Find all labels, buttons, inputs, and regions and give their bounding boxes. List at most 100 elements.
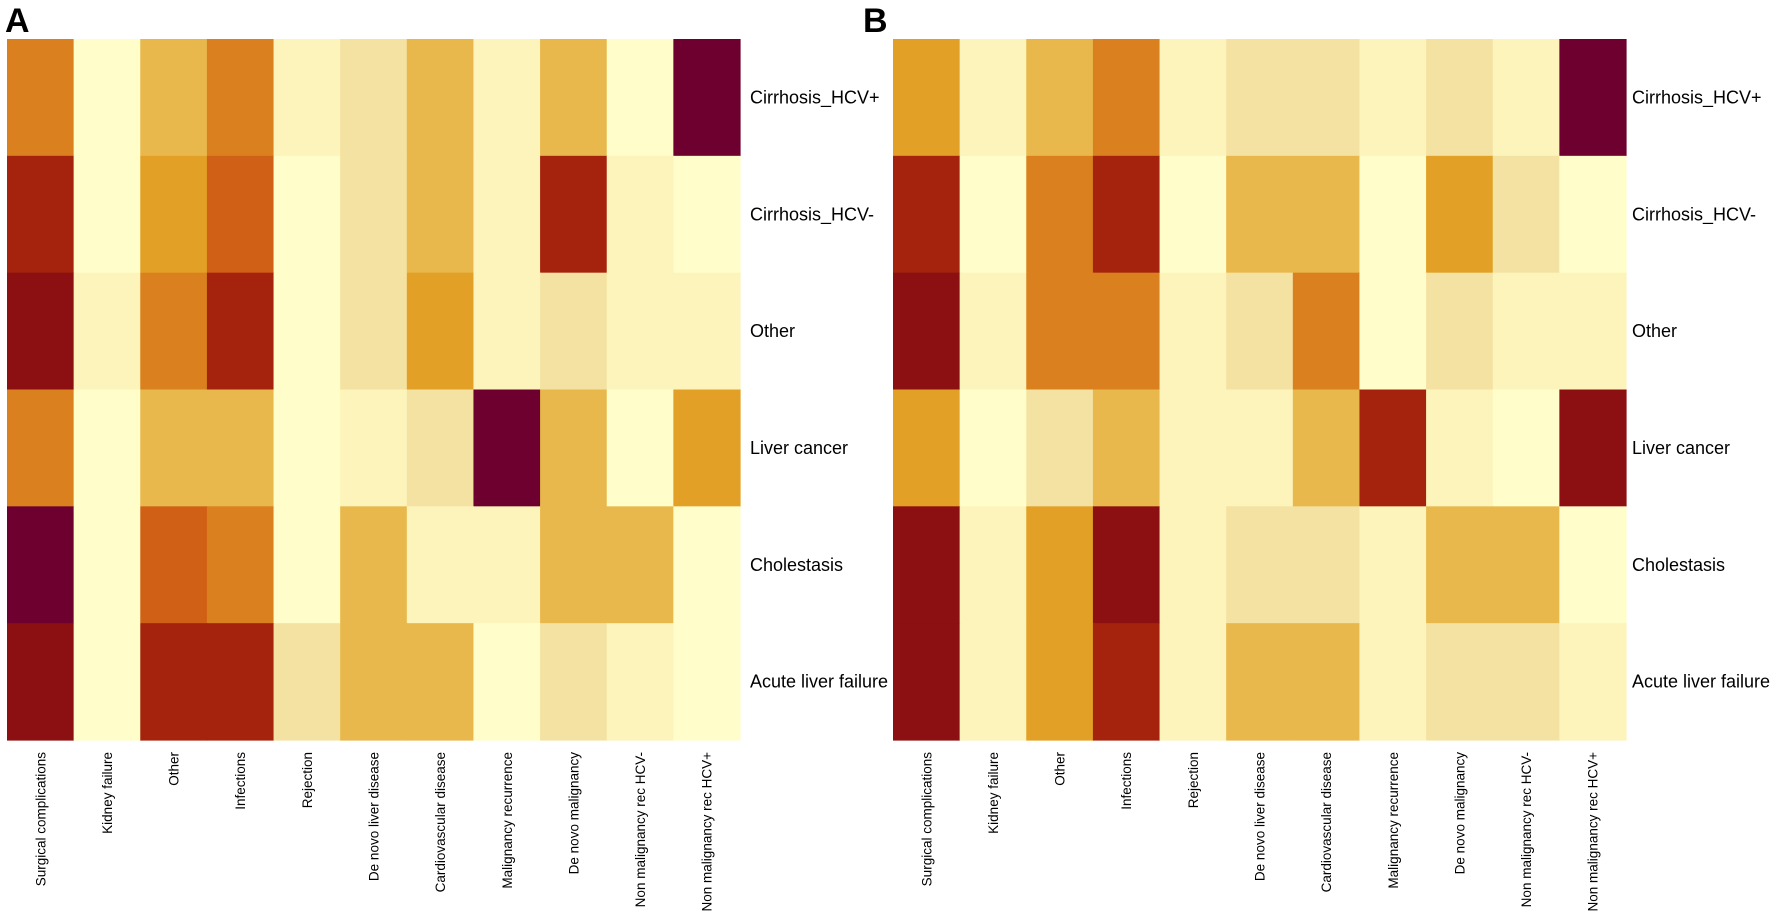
heatmap-cell xyxy=(1292,389,1361,507)
heatmap-cell xyxy=(140,506,208,624)
heatmap-cell xyxy=(406,389,475,507)
heatmap-cell xyxy=(1226,506,1294,624)
row-label: Acute liver failure xyxy=(750,672,888,692)
heatmap-cell xyxy=(1359,272,1427,391)
heatmap-cell xyxy=(206,39,275,157)
heatmap-cell xyxy=(893,506,961,624)
heatmap-cell xyxy=(73,623,141,741)
heatmap-cell xyxy=(406,272,475,391)
panel-label: B xyxy=(863,2,888,40)
row-label: Cirrhosis_HCV+ xyxy=(750,87,880,108)
heatmap-cell xyxy=(1292,155,1361,274)
heatmap-cell xyxy=(140,389,208,507)
heatmap-cell xyxy=(893,39,961,157)
heatmap-cell xyxy=(73,155,141,274)
heatmap-cell xyxy=(1026,623,1094,741)
heatmap-cell xyxy=(673,155,741,274)
heatmap-cell xyxy=(1426,389,1494,507)
column-label: Malignancy recurrence xyxy=(500,752,515,889)
heatmap-cell xyxy=(540,272,608,391)
heatmap-cell xyxy=(959,272,1027,391)
heatmap-cell xyxy=(673,39,741,157)
heatmap-cell xyxy=(1226,155,1294,274)
heatmap-cell xyxy=(140,272,208,391)
heatmap-panel-a: A Cirrhosis_HCV+ Cirrhosis_HCV- Other Liver … xyxy=(5,2,888,911)
column-label: Non malignancy rec HCV+ xyxy=(700,752,715,912)
heatmap-cell xyxy=(1559,506,1627,624)
heatmap-cell xyxy=(893,623,961,741)
heatmap-cell xyxy=(273,623,341,741)
column-label: Rejection xyxy=(300,752,315,808)
heatmap-cell xyxy=(606,39,674,157)
heatmap-cell xyxy=(540,389,608,507)
heatmap-cell xyxy=(1559,39,1627,157)
heatmap-cell xyxy=(1359,39,1427,157)
column-label: Other xyxy=(1053,751,1068,785)
heatmap-cell xyxy=(606,155,674,274)
heatmap-cell xyxy=(473,506,541,624)
heatmap-cell xyxy=(1292,272,1361,391)
heatmap-cell xyxy=(273,506,341,624)
column-label: Other xyxy=(167,751,182,785)
heatmap-cell xyxy=(73,272,141,391)
heatmap-panel-b: B Cirrhosis_HCV+ Cirrhosis_HCV- Other Liver … xyxy=(863,2,1770,911)
row-label: Other xyxy=(1632,321,1677,341)
heatmap-cell xyxy=(206,272,275,391)
heatmap-cell xyxy=(1092,623,1161,741)
heatmap-cell xyxy=(7,39,75,157)
heatmap-cell xyxy=(406,39,475,157)
heatmap-cell xyxy=(893,389,961,507)
heatmap-cell xyxy=(1092,389,1161,507)
column-label: Kidney failure xyxy=(100,752,115,834)
heatmap-cell xyxy=(340,623,408,741)
heatmap-cell xyxy=(406,506,475,624)
heatmap-cell xyxy=(1026,272,1094,391)
column-label: Kidney failure xyxy=(986,752,1001,834)
heatmap-cell xyxy=(406,155,475,274)
heatmap-cell xyxy=(1226,623,1294,741)
row-label: Liver cancer xyxy=(750,438,848,458)
heatmap-cell xyxy=(1292,39,1361,157)
heatmap-cell xyxy=(73,39,141,157)
column-label: Non malignancy rec HCV- xyxy=(633,752,648,907)
heatmap-cell xyxy=(1159,389,1227,507)
heatmap-cell xyxy=(1492,506,1560,624)
row-label: Cirrhosis_HCV- xyxy=(750,204,874,225)
heatmap-cell xyxy=(1426,155,1494,274)
row-label: Liver cancer xyxy=(1632,438,1730,458)
heatmap-cell xyxy=(1492,623,1560,741)
heatmap-cell xyxy=(1026,155,1094,274)
heatmap-cell xyxy=(1559,272,1627,391)
heatmap-cell xyxy=(1159,506,1227,624)
heatmap-cell xyxy=(893,155,961,274)
heatmap-cell xyxy=(540,39,608,157)
heatmap-cell xyxy=(1026,506,1094,624)
heatmap-cell xyxy=(7,623,75,741)
heatmap-cell xyxy=(1092,506,1161,624)
heatmap-cell xyxy=(7,272,75,391)
heatmap-cell xyxy=(340,155,408,274)
column-label: Cardiovascular disease xyxy=(433,752,448,892)
column-label: Non malignancy rec HCV- xyxy=(1519,752,1534,907)
heatmap-cell xyxy=(540,623,608,741)
heatmap-cell xyxy=(1226,39,1294,157)
heatmap-cell xyxy=(1359,155,1427,274)
heatmap-cell xyxy=(959,623,1027,741)
heatmap-cell xyxy=(540,506,608,624)
heatmap-cell xyxy=(473,389,541,507)
heatmap-cell xyxy=(1492,39,1560,157)
heatmap-cell xyxy=(1492,155,1560,274)
heatmap-cell xyxy=(206,155,275,274)
heatmap-cell xyxy=(406,623,475,741)
heatmap-cell xyxy=(1292,623,1361,741)
heatmap-cell xyxy=(959,389,1027,507)
column-label: De novo liver disease xyxy=(367,752,382,881)
column-label: De novo malignancy xyxy=(566,752,581,875)
heatmap-cell xyxy=(7,506,75,624)
heatmap-cell xyxy=(1159,272,1227,391)
heatmap-cell xyxy=(7,389,75,507)
heatmap-cell xyxy=(1159,155,1227,274)
column-label: De novo liver disease xyxy=(1253,752,1268,881)
heatmap-cell xyxy=(73,506,141,624)
